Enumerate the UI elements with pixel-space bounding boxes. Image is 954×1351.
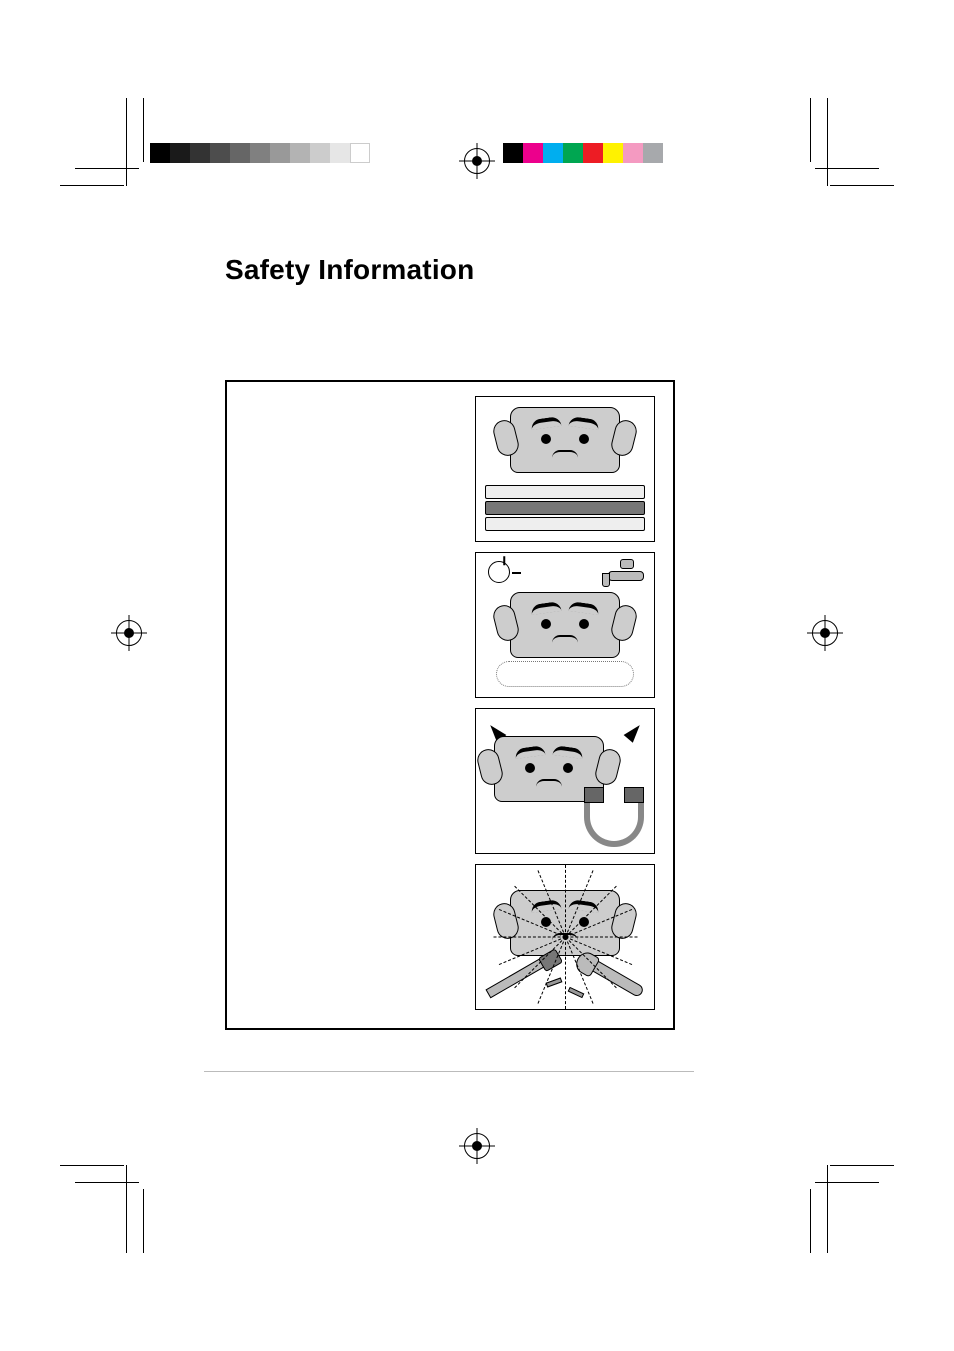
- illustration-avoid-water-heat: [475, 552, 655, 698]
- crop-mark: [143, 98, 144, 162]
- crop-mark: [75, 168, 139, 169]
- registration-mark: [812, 620, 838, 646]
- footer-rule: [204, 1071, 694, 1072]
- illustration-avoid-magnets: [475, 708, 655, 854]
- illustration-dont-disassemble: [475, 864, 655, 1010]
- crop-mark: [143, 1189, 144, 1253]
- color-strip: [503, 143, 663, 163]
- crop-mark: [827, 98, 828, 186]
- illustration-dont-stack: [475, 396, 655, 542]
- registration-mark: [464, 1133, 490, 1159]
- crop-mark: [75, 1182, 139, 1183]
- crop-mark: [810, 1189, 811, 1253]
- crop-mark: [815, 168, 879, 169]
- registration-mark: [116, 620, 142, 646]
- safety-illustration-frame: [225, 380, 675, 1030]
- crop-mark: [60, 1165, 124, 1166]
- crop-mark: [126, 1165, 127, 1253]
- crop-mark: [126, 98, 127, 186]
- crop-mark: [810, 98, 811, 162]
- greyscale-strip: [150, 143, 370, 163]
- crop-mark: [827, 1165, 828, 1253]
- page-title: Safety Information: [225, 254, 474, 286]
- crop-mark: [830, 185, 894, 186]
- crop-mark: [815, 1182, 879, 1183]
- crop-mark: [60, 185, 124, 186]
- crop-mark: [830, 1165, 894, 1166]
- registration-mark: [464, 148, 490, 174]
